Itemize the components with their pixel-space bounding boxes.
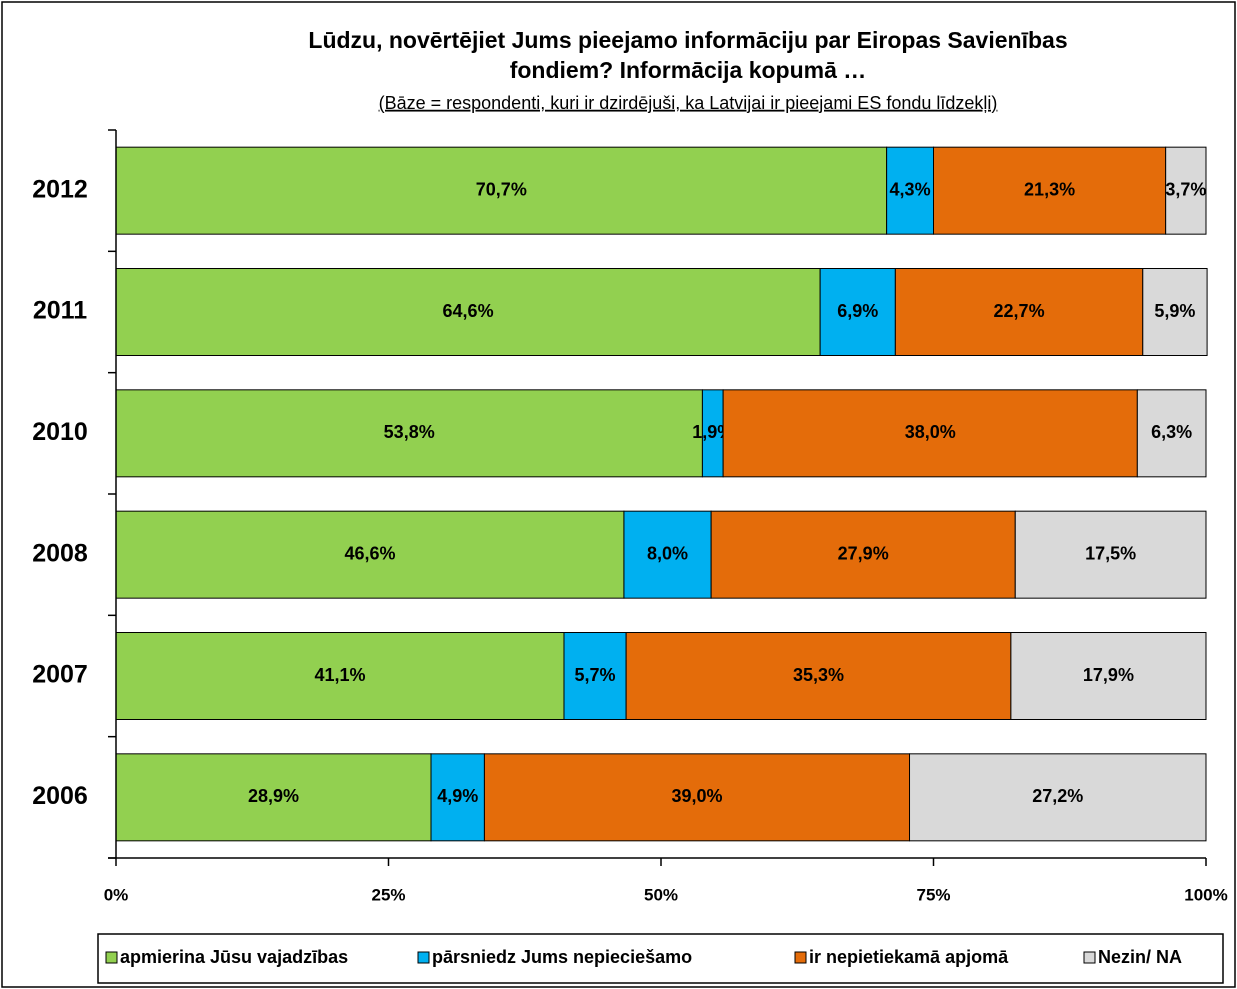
y-tick-label: 2010 <box>32 418 88 446</box>
x-tick-label: 75% <box>916 885 950 904</box>
bar-segment <box>819 268 896 356</box>
data-label: 38,0% <box>905 422 956 442</box>
legend-label: ir nepietiekamā apjomā <box>809 947 1009 967</box>
legend-label: apmierina Jūsu vajadzības <box>120 947 348 967</box>
legend-swatch <box>417 951 430 964</box>
x-tick-label: 50% <box>644 885 678 904</box>
data-label: 6,3% <box>1151 422 1192 442</box>
data-label: 17,9% <box>1083 665 1134 685</box>
x-tick-label: 100% <box>1184 885 1227 904</box>
data-label: 21,3% <box>1024 179 1075 199</box>
data-label: 8,0% <box>647 543 688 563</box>
bar-segment <box>115 632 565 720</box>
legend-label: pārsniedz Jums nepieciešamo <box>432 947 692 967</box>
bar-segment <box>115 146 888 235</box>
chart-title: fondiem? Informācija kopumā … <box>510 57 867 83</box>
data-label: 28,9% <box>248 786 299 806</box>
data-label: 53,8% <box>384 422 435 442</box>
data-label: 17,5% <box>1085 543 1136 563</box>
legend-swatch <box>1083 951 1096 964</box>
y-tick-label: 2012 <box>32 175 88 203</box>
data-label: 5,9% <box>1154 301 1195 321</box>
bar-segment <box>115 510 625 599</box>
legend-box <box>97 933 1224 984</box>
data-label: 27,2% <box>1032 786 1083 806</box>
y-tick-label: 2007 <box>32 661 88 689</box>
bar-segment <box>563 632 627 720</box>
y-tick-label: 2011 <box>33 297 87 325</box>
bar-segment <box>710 510 1016 599</box>
bar-segment <box>722 389 1138 478</box>
bar-segment <box>1136 389 1207 478</box>
chart-title: Lūdzu, novērtējiet Jums pieejamo informā… <box>308 27 1067 53</box>
bar-segment <box>1165 146 1207 235</box>
bar-segment <box>1014 510 1207 599</box>
bar-segment <box>430 753 485 842</box>
bar-segment <box>1010 632 1207 720</box>
data-label: 6,9% <box>837 301 878 321</box>
x-tick-label: 0% <box>104 885 129 904</box>
data-label: 41,1% <box>314 665 365 685</box>
data-label: 4,9% <box>437 786 478 806</box>
bar-segment <box>909 753 1207 842</box>
data-label: 5,7% <box>575 665 616 685</box>
bar-segment <box>115 268 821 356</box>
legend-label: Nezin/ NA <box>1098 947 1182 967</box>
data-label: 35,3% <box>793 665 844 685</box>
data-label: 22,7% <box>994 301 1045 321</box>
bar-segment <box>625 632 1012 720</box>
legend-swatch <box>794 951 807 964</box>
y-tick-label: 2008 <box>32 539 88 567</box>
data-label: 46,6% <box>344 543 395 563</box>
data-label: 70,7% <box>476 179 527 199</box>
data-label: 3,7% <box>1165 179 1206 199</box>
bar-segment <box>933 146 1167 235</box>
bar-segment <box>115 753 432 842</box>
data-label: 27,9% <box>838 543 889 563</box>
bar-segment <box>483 753 911 842</box>
y-tick-label: 2006 <box>32 782 88 810</box>
bar-segment <box>623 510 712 599</box>
data-label: 39,0% <box>671 786 722 806</box>
data-label: 64,6% <box>443 301 494 321</box>
bar-segment <box>894 268 1144 356</box>
legend-swatch <box>105 951 118 964</box>
bar-segment <box>1142 268 1208 356</box>
x-tick-label: 25% <box>371 885 405 904</box>
data-label: 4,3% <box>890 179 931 199</box>
chart-subtitle: (Bāze = respondenti, kuri ir dzirdējuši,… <box>379 93 998 113</box>
